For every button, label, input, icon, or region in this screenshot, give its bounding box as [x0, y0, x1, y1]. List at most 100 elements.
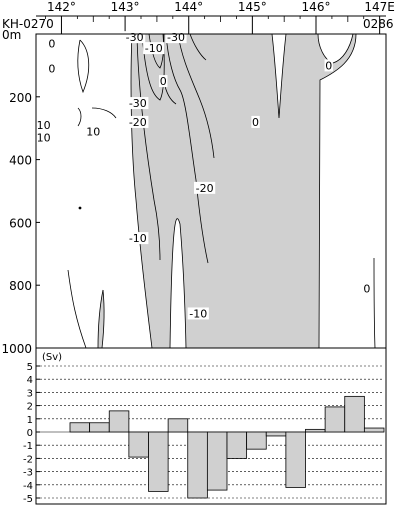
transport-ticks: 5 4 3 2 1 0 -1 -2 -3 -4 -5: [23, 362, 40, 505]
lon-ticks: 142° 143° 144° 145° 146° 147E: [45, 0, 395, 34]
contour-label: 10: [37, 132, 51, 145]
transport-tick-label: -4: [23, 481, 33, 492]
contour-label-bg: [143, 42, 165, 55]
transport-bar: [89, 422, 110, 433]
top-axis: 142° 143° 144° 145° 146° 147E KH-0270 0286: [2, 0, 395, 34]
transport-tick-label: 0: [27, 428, 33, 439]
contour-label: 10: [37, 119, 51, 132]
transport-bar: [187, 431, 208, 499]
transport-tick-label: 3: [27, 388, 33, 399]
contour-label: 0: [363, 282, 370, 295]
transport-tick-label: 2: [27, 402, 33, 413]
contour-zero-east: [271, 33, 287, 119]
contour-zero-west-outer: [67, 269, 87, 349]
transport-bar: [148, 431, 169, 492]
transport-bar: [265, 431, 287, 437]
contour-label: 0: [325, 59, 332, 72]
contour-minus10-a: [136, 33, 161, 261]
transport-bar: [108, 410, 130, 433]
depth-ticks: 0m 200 400 600 800 1000: [1, 28, 40, 356]
depth-tick-label: 0m: [2, 28, 21, 42]
transport-bar: [206, 431, 228, 491]
lon-tick-label: 143°: [111, 0, 140, 14]
section-label-right: 0286: [363, 17, 394, 31]
contour-label: -30: [167, 31, 185, 44]
lon-tick-label: 146°: [302, 0, 331, 14]
depth-tick-label: 400: [9, 154, 32, 168]
transport-unit-label: (Sv): [42, 352, 62, 363]
contour-label: -10: [145, 42, 163, 55]
contour-label-bg: [324, 59, 333, 72]
transport-tick-label: 4: [27, 375, 33, 386]
transport-tick-label: -1: [23, 441, 33, 452]
contour-label: -30: [129, 97, 147, 110]
contour-label-bg: [127, 115, 149, 128]
negative-region-west: [98, 290, 105, 348]
contour-label: -20: [129, 116, 147, 129]
contour-zero-right-2: [318, 33, 357, 349]
depth-tick-label: 200: [9, 91, 32, 105]
negative-region-main: [131, 34, 356, 348]
contour-label-bg: [47, 62, 57, 75]
contour-zero-top-left: [77, 39, 90, 94]
contour-label: -10: [189, 307, 207, 320]
transport-bar: [363, 427, 385, 433]
transport-bars: [69, 395, 385, 499]
transport-bar: [324, 406, 346, 433]
contour-label-bg: [127, 97, 149, 110]
contour-zero-main-west: [130, 33, 153, 349]
contour-ten-curve: [91, 107, 117, 119]
contour-minus20-b: [177, 33, 215, 159]
contour-zero-right: [317, 33, 354, 64]
contour-label-bg: [47, 37, 57, 50]
contour-label-bg: [36, 131, 52, 144]
contour-label-bg: [251, 115, 260, 128]
contour-zero-far-right: [373, 257, 376, 349]
contour-label: 0: [48, 63, 55, 76]
contour-label: 0: [160, 75, 167, 88]
transport-tick-label: -5: [23, 494, 33, 505]
lon-tick-label: 145°: [238, 0, 267, 14]
contour-label-bg: [127, 232, 149, 245]
lon-tick-label: 142°: [47, 0, 76, 14]
transport-bar: [305, 428, 326, 433]
transport-tick-label: -3: [23, 468, 33, 479]
contour-label-bg: [85, 125, 101, 138]
contour-ten-small: [77, 107, 82, 127]
transport-bar: [69, 422, 91, 433]
contour-minus20-a: [141, 33, 165, 101]
contour-label: 0: [252, 116, 259, 129]
transport-tick-label: 5: [27, 362, 33, 373]
contour-label: 10: [86, 125, 100, 138]
transport-bar: [344, 395, 365, 433]
contour-label: -30: [126, 31, 144, 44]
depth-tick-label: 800: [9, 279, 32, 293]
contour-label-bg: [194, 181, 216, 194]
transport-bar: [128, 431, 149, 458]
transport-bar: [246, 431, 267, 450]
contour-label-bg: [159, 75, 168, 88]
transport-bar: [226, 431, 248, 459]
contour-label: -10: [129, 232, 147, 245]
contour-label-bg: [36, 119, 52, 132]
contour-zero-west-inner-2: [97, 289, 104, 349]
contour-label-bg: [187, 307, 209, 320]
transport-bar: [167, 418, 189, 433]
contour-minus10-b: [165, 33, 209, 264]
contour-zero-main-east: [169, 218, 187, 349]
depth-tick-label: 1000: [1, 342, 32, 356]
station-dot: [78, 206, 82, 210]
depth-tick-label: 600: [9, 216, 32, 230]
contour-label: -20: [196, 182, 214, 195]
contour-label-bg: [362, 282, 372, 295]
transport-bar: [285, 431, 306, 488]
transport-tick-label: 1: [27, 415, 33, 426]
contour-minus30-b: [189, 33, 207, 61]
transport-panel: (Sv) 5 4 3 2 1 0 -1 -2 -3 -4 -5: [23, 347, 387, 505]
transport-tick-label: -2: [23, 454, 33, 465]
contour-zero-west-inner: [101, 289, 105, 349]
contour-label: 0: [48, 37, 55, 50]
section-label-left: KH-0270: [2, 17, 54, 31]
